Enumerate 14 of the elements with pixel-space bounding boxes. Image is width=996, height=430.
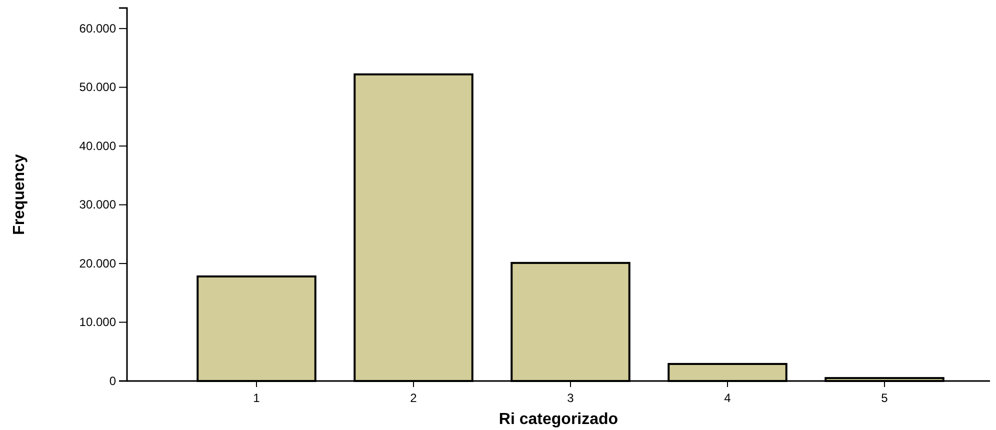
y-tick-label: 30.000 (79, 198, 116, 212)
y-tick-label: 40.000 (79, 138, 116, 153)
y-tick-label: 50.000 (79, 80, 116, 94)
x-axis-title: Ri categorizado (498, 411, 618, 428)
y-tick-label: 20.000 (79, 256, 116, 270)
x-tick-label: 1 (253, 391, 260, 405)
x-tick-label: 4 (724, 391, 732, 405)
x-tick-label: 2 (410, 391, 418, 405)
x-tick-label: 3 (567, 391, 574, 405)
x-tick-label: 5 (881, 391, 888, 405)
y-tick-label: 10.000 (79, 315, 116, 330)
y-tick-label: 0 (109, 374, 116, 388)
y-axis-title: Frequency (11, 154, 28, 235)
y-tick-label: 60.000 (79, 21, 116, 36)
